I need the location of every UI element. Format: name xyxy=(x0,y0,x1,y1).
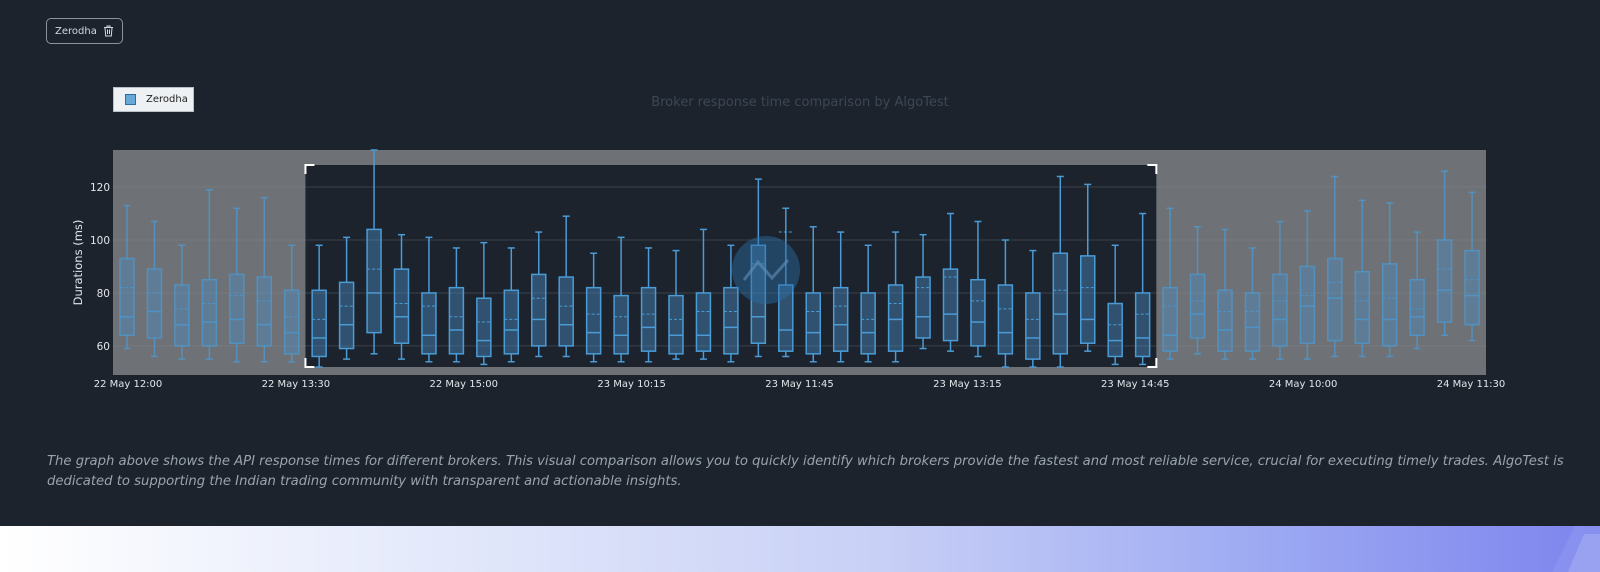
box-body xyxy=(393,268,410,344)
box-body xyxy=(338,281,355,350)
chart-description: The graph above shows the API response t… xyxy=(47,454,1564,489)
box-body xyxy=(174,284,190,347)
y-tick-label: 120 xyxy=(90,182,110,194)
box-body xyxy=(1162,286,1178,352)
y-axis-label: Durations (ms) xyxy=(71,220,85,306)
box-body xyxy=(860,292,876,355)
box-body xyxy=(1052,252,1069,355)
box-body xyxy=(1217,289,1233,352)
trash-icon[interactable] xyxy=(103,25,114,37)
box-body xyxy=(1409,278,1425,337)
x-tick-label: 24 May 10:00 xyxy=(1269,379,1338,390)
box-body xyxy=(1381,263,1398,347)
watermark-logo-mark xyxy=(742,259,790,281)
box-body xyxy=(1025,292,1041,360)
x-tick-label: 24 May 11:30 xyxy=(1437,379,1506,390)
selection-corner-handle xyxy=(304,164,315,174)
box-body xyxy=(558,276,574,347)
x-tick-label: 23 May 10:15 xyxy=(597,379,666,390)
box-body xyxy=(970,278,986,347)
box-body xyxy=(640,286,657,352)
x-tick-label: 23 May 14:45 xyxy=(1101,379,1170,390)
box-body xyxy=(531,273,547,347)
box-body xyxy=(229,273,245,344)
box-body xyxy=(750,244,767,344)
box-body xyxy=(887,284,904,352)
box-body xyxy=(613,294,629,355)
box-body xyxy=(503,289,520,355)
box-body xyxy=(1299,265,1316,344)
selection-corner-handle xyxy=(304,358,315,368)
box-body xyxy=(1107,302,1123,358)
box-body xyxy=(1272,273,1288,347)
box-body xyxy=(1354,271,1370,344)
box-body xyxy=(585,286,602,355)
box-body xyxy=(256,276,272,347)
box-body xyxy=(311,289,327,358)
y-tick-label: 100 xyxy=(90,235,110,247)
box-plot-chart[interactable]: 60 80 100 120 Durations (ms) 22 May 12:00 22 M… xyxy=(0,0,1600,430)
box-body xyxy=(201,278,218,347)
box-body xyxy=(119,257,135,337)
box-body xyxy=(283,289,300,355)
box-body xyxy=(366,228,382,334)
box-body xyxy=(832,286,849,352)
x-tick-label: 22 May 13:30 xyxy=(262,379,331,390)
box-body xyxy=(1464,249,1480,326)
chart-legend[interactable]: Zerodha xyxy=(113,87,194,112)
footer-banner xyxy=(0,526,1600,572)
box-body xyxy=(695,292,712,352)
box-body xyxy=(723,286,739,355)
box-body xyxy=(805,292,821,355)
box-body xyxy=(915,276,931,339)
box-body xyxy=(1436,239,1453,323)
y-tick-label: 80 xyxy=(97,288,110,300)
footer-decoration-icon xyxy=(1552,526,1600,572)
box-body xyxy=(668,294,684,355)
y-tick-label: 60 xyxy=(97,341,110,353)
box-body xyxy=(448,286,465,355)
box-body xyxy=(997,284,1014,355)
legend-swatch xyxy=(125,94,136,105)
box-body xyxy=(476,297,492,358)
selection-corner-handle xyxy=(1147,358,1158,368)
x-tick-label: 22 May 15:00 xyxy=(429,379,498,390)
box-body xyxy=(1244,292,1261,352)
x-tick-label: 23 May 13:15 xyxy=(933,379,1002,390)
box-body xyxy=(942,268,959,342)
box-body xyxy=(1189,273,1206,339)
box-body xyxy=(1134,292,1151,358)
box-body xyxy=(421,292,437,355)
broker-chip[interactable]: Zerodha xyxy=(46,18,123,44)
box-body xyxy=(1080,255,1096,344)
x-tick-label: 23 May 11:45 xyxy=(765,379,834,390)
box-body xyxy=(778,284,794,352)
legend-label: Zerodha xyxy=(146,94,188,105)
broker-chip-label: Zerodha xyxy=(55,25,97,37)
chart-title: Broker response time comparison by AlgoT… xyxy=(651,95,949,110)
selection-corner-handle xyxy=(1147,164,1158,174)
x-tick-label: 22 May 12:00 xyxy=(94,379,163,390)
box-body xyxy=(1327,257,1343,342)
box-body xyxy=(146,268,163,339)
